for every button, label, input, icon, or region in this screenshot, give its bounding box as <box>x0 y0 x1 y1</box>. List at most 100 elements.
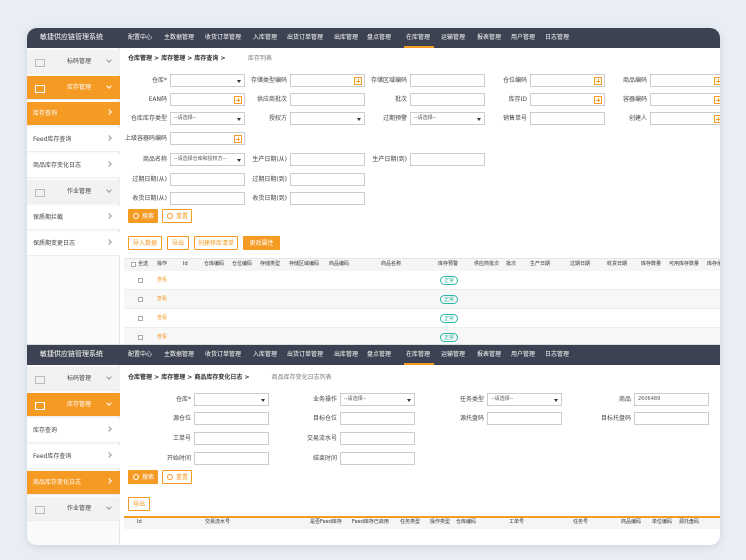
row-checkbox[interactable] <box>138 278 143 283</box>
sidebar-item[interactable]: 商品库存变化日志 <box>27 471 120 495</box>
nav-item[interactable]: 在库管理 <box>406 351 431 358</box>
sidebar-item[interactable]: 作业管理 <box>27 497 120 521</box>
form-field[interactable] <box>340 412 415 425</box>
form-field[interactable] <box>530 93 605 106</box>
select-all-checkbox[interactable] <box>131 262 136 267</box>
sidebar-item[interactable]: Feed库存查询 <box>27 128 120 152</box>
add-button[interactable] <box>714 77 720 85</box>
form-field[interactable]: --请选择-- <box>170 112 245 125</box>
row-checkbox[interactable] <box>138 316 143 321</box>
add-button[interactable] <box>594 77 602 85</box>
reset-button[interactable]: 重置 <box>162 209 192 223</box>
nav-item[interactable]: 出库管理 <box>334 34 359 41</box>
form-field[interactable] <box>290 93 365 106</box>
form-field[interactable]: --请选择-- <box>410 112 485 125</box>
sidebar-item[interactable]: Feed库存查询 <box>27 445 120 469</box>
view-link[interactable]: 查看 <box>157 296 168 302</box>
form-field[interactable] <box>410 74 485 87</box>
add-button[interactable] <box>714 96 720 104</box>
form-field[interactable] <box>194 393 269 406</box>
form-field[interactable] <box>290 112 365 125</box>
field-label: 生产日期(到) <box>372 156 407 163</box>
nav-item[interactable]: 出库管理 <box>334 351 359 358</box>
add-button[interactable] <box>234 135 242 143</box>
sidebar-item[interactable]: 作业管理 <box>27 180 120 204</box>
form-field[interactable] <box>194 452 269 465</box>
nav-item[interactable]: 收货订单管理 <box>205 351 242 358</box>
action-button[interactable]: 导出 <box>128 497 150 511</box>
nav-item[interactable]: 用户管理 <box>511 34 536 41</box>
form-field[interactable] <box>530 112 605 125</box>
form-field[interactable] <box>170 132 245 145</box>
form-field[interactable] <box>410 93 485 106</box>
form-field[interactable] <box>530 74 605 87</box>
sidebar-item[interactable]: 标码管理 <box>27 367 120 391</box>
sidebar-item[interactable]: 保质期拦截 <box>27 206 120 230</box>
form-field[interactable]: --请选择-- <box>487 393 562 406</box>
action-button[interactable]: 导出 <box>167 236 189 250</box>
form-field[interactable]: 2606489 <box>634 393 709 406</box>
form-field[interactable] <box>340 452 415 465</box>
sidebar-item[interactable]: 标码管理 <box>27 50 120 74</box>
search-button[interactable]: 搜索 <box>128 209 158 223</box>
add-button[interactable] <box>354 77 362 85</box>
nav-item[interactable]: 主数据管理 <box>164 34 195 41</box>
form-field[interactable] <box>290 74 365 87</box>
nav-item[interactable]: 盘点管理 <box>367 351 392 358</box>
form-field[interactable] <box>634 412 709 425</box>
form-field[interactable]: --请选择-- <box>340 393 415 406</box>
form-field[interactable] <box>340 432 415 445</box>
nav-item[interactable]: 运输管理 <box>441 351 466 358</box>
form-field[interactable]: --请选择仓库和授权方-- <box>170 153 245 166</box>
view-link[interactable]: 查看 <box>157 315 168 321</box>
nav-item[interactable]: 主数据管理 <box>164 351 195 358</box>
form-field[interactable] <box>650 112 720 125</box>
form-field[interactable] <box>170 192 245 205</box>
form-field[interactable] <box>410 153 485 166</box>
form-field[interactable] <box>170 74 245 87</box>
form-field[interactable] <box>290 153 365 166</box>
form-field[interactable] <box>487 412 562 425</box>
form-field[interactable] <box>194 412 269 425</box>
add-button[interactable] <box>714 115 720 123</box>
sidebar-item[interactable]: 保质期变更日志 <box>27 232 120 256</box>
action-button[interactable]: 更改属性 <box>243 236 280 250</box>
search-button[interactable]: 搜索 <box>128 470 158 484</box>
nav-item[interactable]: 在库管理 <box>406 34 431 41</box>
action-button[interactable]: 导入数据 <box>128 236 162 250</box>
row-checkbox[interactable] <box>138 335 143 340</box>
form-field[interactable] <box>290 192 365 205</box>
add-button[interactable] <box>594 96 602 104</box>
form-field[interactable] <box>194 432 269 445</box>
add-button[interactable] <box>234 96 242 104</box>
view-link[interactable]: 查看 <box>157 277 168 283</box>
reset-button[interactable]: 重置 <box>162 470 192 484</box>
nav-item[interactable]: 盘点管理 <box>367 34 392 41</box>
form-field[interactable] <box>650 74 720 87</box>
nav-item[interactable]: 出货订单管理 <box>287 34 324 41</box>
nav-item[interactable]: 配置中心 <box>128 351 153 358</box>
nav-item[interactable]: 入库管理 <box>253 351 278 358</box>
nav-item[interactable]: 日志管理 <box>545 351 570 358</box>
sidebar-item[interactable]: 库存管理 <box>27 76 120 100</box>
nav-item[interactable]: 配置中心 <box>128 34 153 41</box>
nav-item[interactable]: 日志管理 <box>545 34 570 41</box>
sidebar-item[interactable]: 库存查询 <box>27 419 120 443</box>
sidebar-item[interactable]: 库存查询 <box>27 102 120 126</box>
form-field[interactable] <box>650 93 720 106</box>
action-button[interactable]: 创建移库清单 <box>194 236 238 250</box>
nav-item[interactable]: 用户管理 <box>511 351 536 358</box>
nav-item[interactable]: 报表管理 <box>477 351 502 358</box>
form-field[interactable] <box>170 93 245 106</box>
nav-item[interactable]: 报表管理 <box>477 34 502 41</box>
nav-item[interactable]: 入库管理 <box>253 34 278 41</box>
sidebar-item[interactable]: 库存管理 <box>27 393 120 417</box>
nav-item[interactable]: 出货订单管理 <box>287 351 324 358</box>
nav-item[interactable]: 运输管理 <box>441 34 466 41</box>
row-checkbox[interactable] <box>138 297 143 302</box>
nav-item[interactable]: 收货订单管理 <box>205 34 242 41</box>
view-link[interactable]: 查看 <box>157 334 168 340</box>
sidebar-item[interactable]: 商品库存变化日志 <box>27 154 120 178</box>
form-field[interactable] <box>290 173 365 186</box>
form-field[interactable] <box>170 173 245 186</box>
